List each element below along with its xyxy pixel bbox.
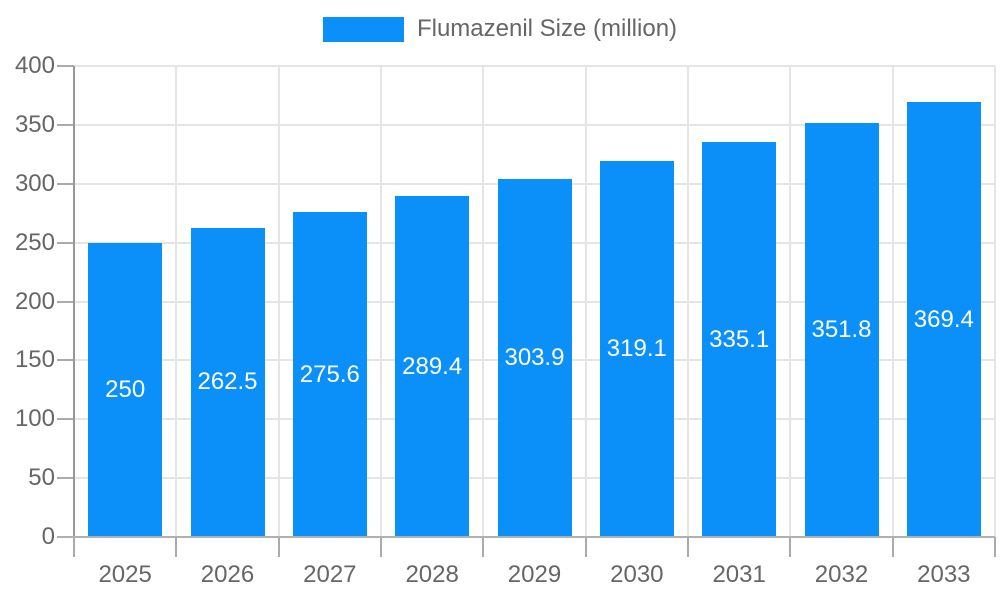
bar-value-label: 303.9 <box>504 344 565 372</box>
x-axis-label-2027: 2027 <box>303 561 357 588</box>
x-axis-tick <box>277 537 280 557</box>
x-axis-tick <box>789 537 792 557</box>
x-axis-label-2032: 2032 <box>814 561 869 588</box>
y-gridline <box>74 123 995 126</box>
bar-2029[interactable]: 303.9 <box>497 179 572 537</box>
x-gridline <box>687 66 689 537</box>
y-axis-tick <box>57 241 74 244</box>
y-axis-label: 250 <box>14 228 55 256</box>
y-axis-tick <box>57 65 74 67</box>
bar-2033[interactable]: 369.4 <box>906 102 981 537</box>
bar-value-label: 335.1 <box>709 325 770 353</box>
x-axis-baseline <box>57 536 995 538</box>
x-gridline <box>789 66 792 537</box>
x-axis-label-2025: 2025 <box>98 561 152 588</box>
x-axis-tick <box>175 537 178 557</box>
bar-value-label: 275.6 <box>299 360 360 388</box>
y-axis-label: 350 <box>14 110 55 138</box>
y-axis-tick <box>57 182 74 185</box>
bar-value-label: 262.5 <box>197 368 258 396</box>
legend-swatch <box>322 16 404 42</box>
x-gridline <box>891 66 894 537</box>
y-axis-label: 150 <box>14 346 55 374</box>
chart-legend: Flumazenil Size (million) <box>0 16 1000 42</box>
bar-2028[interactable]: 289.4 <box>395 196 470 537</box>
x-axis-label-2028: 2028 <box>405 561 459 588</box>
x-axis-label-2029: 2029 <box>507 561 562 588</box>
x-axis-tick <box>380 537 382 557</box>
x-axis-tick <box>994 537 996 557</box>
y-axis-label: 200 <box>14 287 55 315</box>
bar-value-label: 351.8 <box>811 315 872 343</box>
x-axis-label-2033: 2033 <box>917 561 971 588</box>
y-axis-label: 50 <box>28 464 55 492</box>
y-axis-tick <box>57 123 74 126</box>
bar-2031[interactable]: 335.1 <box>702 142 777 537</box>
x-gridline <box>380 66 382 537</box>
x-axis-tick <box>73 537 75 557</box>
x-gridline <box>584 66 587 537</box>
x-gridline <box>994 66 996 537</box>
y-axis-label: 400 <box>14 52 55 79</box>
x-axis-label-2026: 2026 <box>200 561 255 588</box>
y-axis-tick <box>57 359 74 362</box>
y-gridline <box>74 65 995 67</box>
x-axis-tick <box>687 537 689 557</box>
x-axis-tick <box>482 537 485 557</box>
x-axis-label-2031: 2031 <box>712 561 766 588</box>
x-axis-tick <box>584 537 587 557</box>
bar-2027[interactable]: 275.6 <box>292 212 367 537</box>
bar-2032[interactable]: 351.8 <box>804 122 879 537</box>
bar-value-label: 319.1 <box>606 335 667 363</box>
y-axis-tick <box>57 477 74 480</box>
y-axis-label: 300 <box>14 169 55 197</box>
bar-2030[interactable]: 319.1 <box>599 161 674 537</box>
x-gridline <box>175 66 178 537</box>
x-axis-tick <box>891 537 894 557</box>
bar-value-label: 250 <box>105 375 146 403</box>
bar-value-label: 369.4 <box>913 305 974 333</box>
x-gridline <box>482 66 485 537</box>
y-axis-line <box>73 66 75 537</box>
y-axis-tick <box>57 300 74 303</box>
x-gridline <box>277 66 280 537</box>
legend-item-flumazenil-size[interactable]: Flumazenil Size (million) <box>322 15 678 42</box>
bar-value-label: 289.4 <box>402 352 463 380</box>
bar-2025[interactable]: 250 <box>88 242 163 537</box>
y-axis-label: 0 <box>41 523 55 550</box>
y-axis-tick <box>57 418 74 421</box>
y-axis-label: 100 <box>14 405 55 433</box>
x-axis-label-2030: 2030 <box>610 561 664 588</box>
bar-2026[interactable]: 262.5 <box>190 227 265 537</box>
legend-label: Flumazenil Size (million) <box>416 15 678 42</box>
